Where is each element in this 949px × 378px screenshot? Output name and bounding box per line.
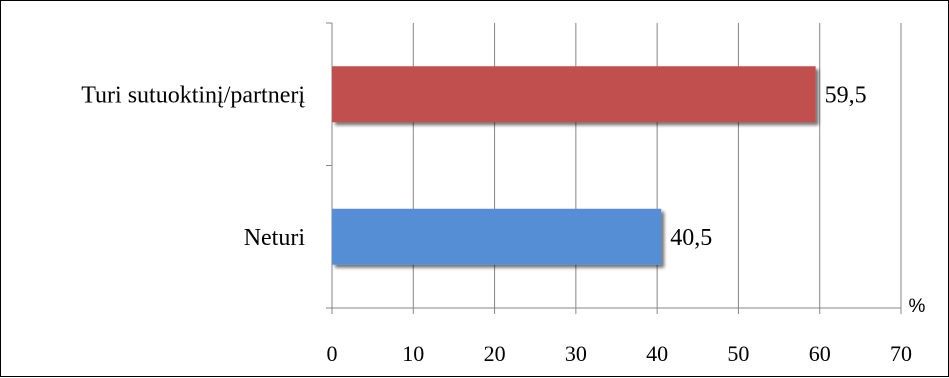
bar bbox=[332, 208, 662, 265]
gridlines bbox=[412, 23, 902, 308]
category-label: Neturi bbox=[244, 225, 306, 251]
labels: 0 10 20 30 40 50 60 70% Turi sutuoktinį/partnerį… bbox=[81, 82, 925, 366]
x-tick-label: 20 bbox=[484, 341, 506, 366]
x-tick-label: 60 bbox=[809, 341, 831, 366]
bar bbox=[332, 66, 816, 123]
data-label: 59,5 bbox=[825, 82, 867, 108]
x-tick-label: 0 bbox=[327, 341, 338, 366]
data-label: 40,5 bbox=[670, 225, 712, 251]
x-axis-unit-label: % bbox=[909, 296, 926, 317]
category-label: Turi sutuoktinį/partnerį bbox=[81, 82, 305, 108]
x-tick-label: 30 bbox=[565, 341, 587, 366]
x-tick-label: 10 bbox=[402, 341, 424, 366]
x-tick-label: 50 bbox=[727, 341, 749, 366]
x-tick-label: 70 bbox=[890, 341, 912, 366]
x-tick-label: 40 bbox=[646, 341, 668, 366]
bars bbox=[332, 66, 816, 265]
